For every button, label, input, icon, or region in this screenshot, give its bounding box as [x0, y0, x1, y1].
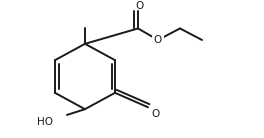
Text: HO: HO: [37, 117, 53, 127]
Text: O: O: [151, 109, 159, 119]
Text: O: O: [154, 35, 162, 45]
Text: O: O: [135, 1, 143, 11]
